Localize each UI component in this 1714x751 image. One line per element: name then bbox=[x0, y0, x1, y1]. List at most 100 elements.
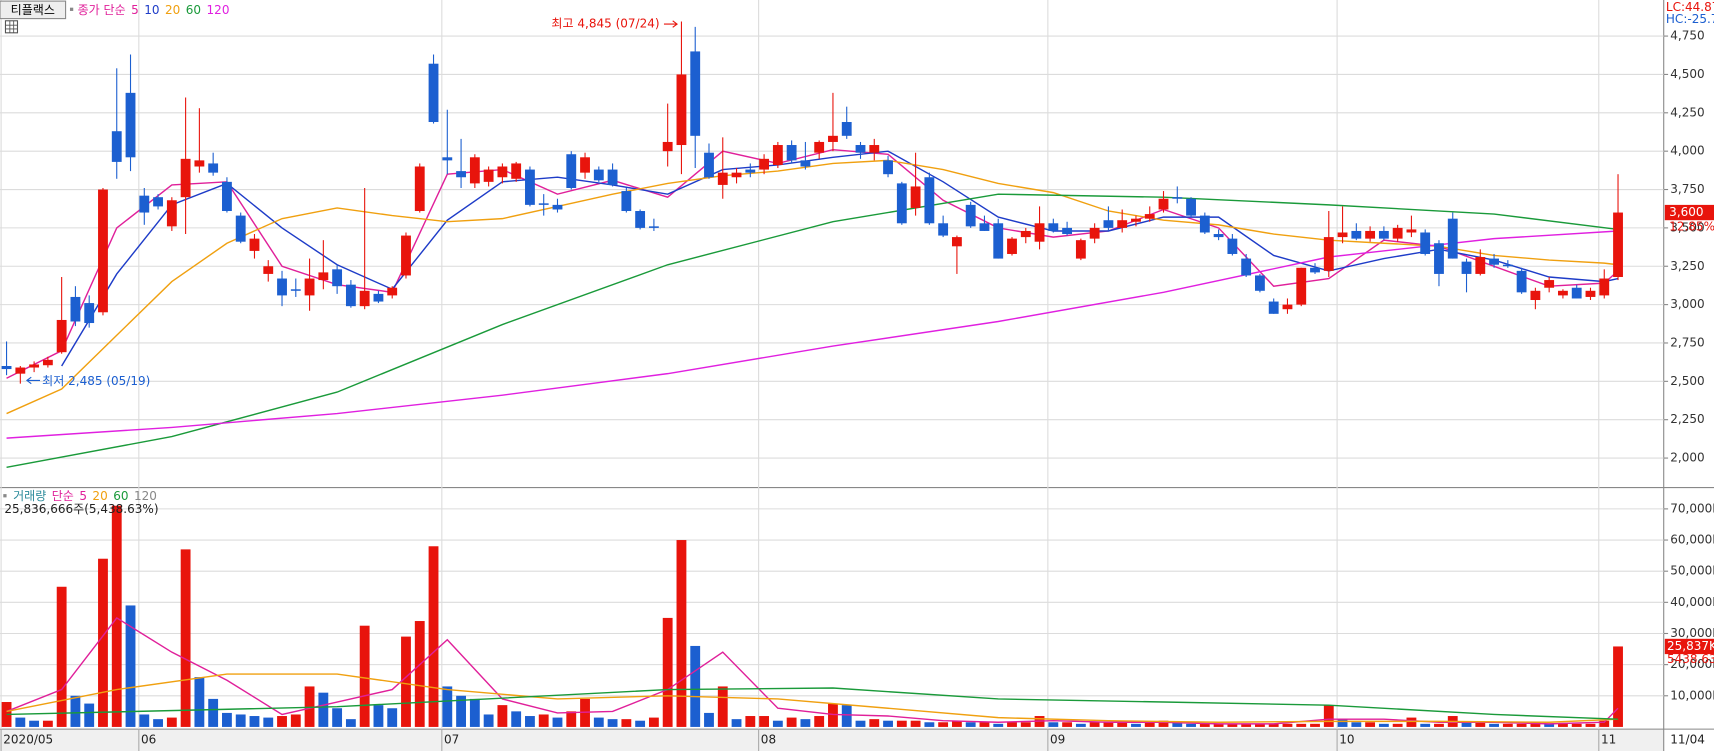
volume-bar bbox=[277, 716, 287, 727]
candle-body bbox=[1199, 215, 1210, 233]
candle-body bbox=[1613, 212, 1623, 277]
icon-frame bbox=[4, 20, 19, 34]
volume-bar bbox=[56, 586, 67, 727]
volume-bar bbox=[1186, 723, 1196, 727]
table-icon[interactable] bbox=[4, 20, 19, 34]
moving-average-line bbox=[6, 673, 1619, 723]
candle-body bbox=[1558, 290, 1568, 296]
low-annotation: 최저 2,485 (05/19) bbox=[42, 374, 150, 388]
candle-body bbox=[938, 223, 949, 236]
candle-body bbox=[786, 145, 797, 161]
volume-bar bbox=[841, 705, 852, 727]
y-tick-label: 3,000 bbox=[1670, 297, 1704, 311]
candle-body bbox=[593, 169, 604, 181]
candle-body bbox=[222, 181, 232, 212]
volume-bar bbox=[70, 695, 81, 727]
volume-bar bbox=[249, 716, 260, 727]
candle-body bbox=[759, 158, 770, 170]
date-axis-strip bbox=[0, 729, 1664, 751]
candle-body bbox=[1392, 227, 1403, 239]
candle-body bbox=[607, 169, 618, 185]
y-tick-label: 3,750 bbox=[1670, 182, 1704, 196]
candle-body bbox=[1447, 218, 1458, 259]
last-date-label: 11/04 bbox=[1670, 733, 1705, 747]
volume-bar bbox=[125, 605, 136, 727]
volume-bar bbox=[1571, 723, 1582, 727]
volume-bar bbox=[593, 717, 604, 727]
volume-bar bbox=[166, 717, 177, 727]
candle-body bbox=[580, 157, 590, 173]
candle-body bbox=[180, 158, 191, 198]
volume-bar bbox=[511, 711, 522, 727]
candle-body bbox=[635, 211, 646, 228]
volume-bar bbox=[910, 720, 921, 727]
candle-body bbox=[828, 135, 838, 142]
volume-bar bbox=[1213, 723, 1224, 727]
candle-body bbox=[304, 278, 315, 296]
candle-body bbox=[42, 359, 53, 366]
candle-body bbox=[1420, 232, 1431, 254]
candle-body bbox=[869, 145, 880, 153]
volume-bar bbox=[1434, 723, 1444, 727]
volume-bar bbox=[15, 717, 26, 727]
volume-bar bbox=[1089, 722, 1100, 727]
candle-body bbox=[1378, 230, 1389, 239]
volume-bar bbox=[29, 720, 40, 727]
candle-body bbox=[29, 364, 40, 368]
candle-body bbox=[70, 296, 81, 322]
volume-ratio-label: 5438.63 bbox=[1667, 652, 1714, 666]
y-tick-label: 70,000K bbox=[1670, 501, 1714, 515]
legend-entry: 120 bbox=[134, 489, 157, 503]
candle-body bbox=[456, 171, 466, 178]
volume-bar bbox=[290, 714, 301, 727]
volume-bar bbox=[1131, 723, 1141, 727]
moving-average-line bbox=[6, 230, 1619, 439]
volume-bar bbox=[621, 719, 632, 727]
candle-body bbox=[1571, 287, 1582, 299]
legend-title: 종가 단순 bbox=[78, 3, 126, 17]
candle-body bbox=[235, 215, 246, 242]
volume-bar bbox=[1530, 722, 1541, 727]
legend-name: 거래량 bbox=[13, 489, 46, 503]
candle-body bbox=[125, 92, 136, 158]
moving-average-line bbox=[6, 617, 1619, 725]
volume-bar bbox=[387, 708, 398, 727]
volume-bar bbox=[1323, 705, 1334, 727]
candle-body bbox=[15, 367, 26, 374]
volume-bar bbox=[373, 705, 384, 727]
symbol-button[interactable] bbox=[0, 0, 67, 20]
volume-bar bbox=[483, 714, 494, 727]
x-tick-label: 07 bbox=[444, 733, 459, 747]
volume-bar bbox=[662, 617, 673, 727]
volume-bar bbox=[1227, 723, 1238, 727]
icon-lines bbox=[5, 20, 18, 33]
volume-bar bbox=[759, 716, 770, 727]
candle-body bbox=[1502, 264, 1513, 267]
candle-body bbox=[924, 177, 935, 224]
volume-bar bbox=[469, 698, 480, 727]
candle-body bbox=[731, 172, 742, 178]
volume-bar bbox=[1172, 722, 1183, 727]
volume-bar bbox=[1392, 723, 1403, 727]
grid bbox=[0, 0, 1664, 730]
volume-bar bbox=[1062, 722, 1073, 727]
volume-bar bbox=[1048, 722, 1059, 727]
candle-body bbox=[1048, 223, 1059, 231]
volume-bar bbox=[676, 540, 687, 727]
candle-body bbox=[717, 172, 728, 185]
legend-entry: 60 bbox=[186, 3, 201, 17]
candle-body bbox=[965, 204, 976, 227]
volume-bar bbox=[717, 686, 728, 727]
candle-body bbox=[428, 63, 439, 123]
candle-body bbox=[387, 287, 398, 296]
high-arrow bbox=[663, 20, 678, 28]
candle-body bbox=[1475, 257, 1486, 274]
volume-bar bbox=[525, 716, 535, 727]
volume-bar bbox=[786, 717, 797, 727]
y-tick-label: 20,000K bbox=[1670, 657, 1714, 671]
x-tick-label: 10 bbox=[1339, 733, 1354, 747]
candle-body bbox=[277, 278, 287, 296]
x-tick-label: 09 bbox=[1050, 733, 1065, 747]
volume-bar bbox=[814, 716, 825, 727]
